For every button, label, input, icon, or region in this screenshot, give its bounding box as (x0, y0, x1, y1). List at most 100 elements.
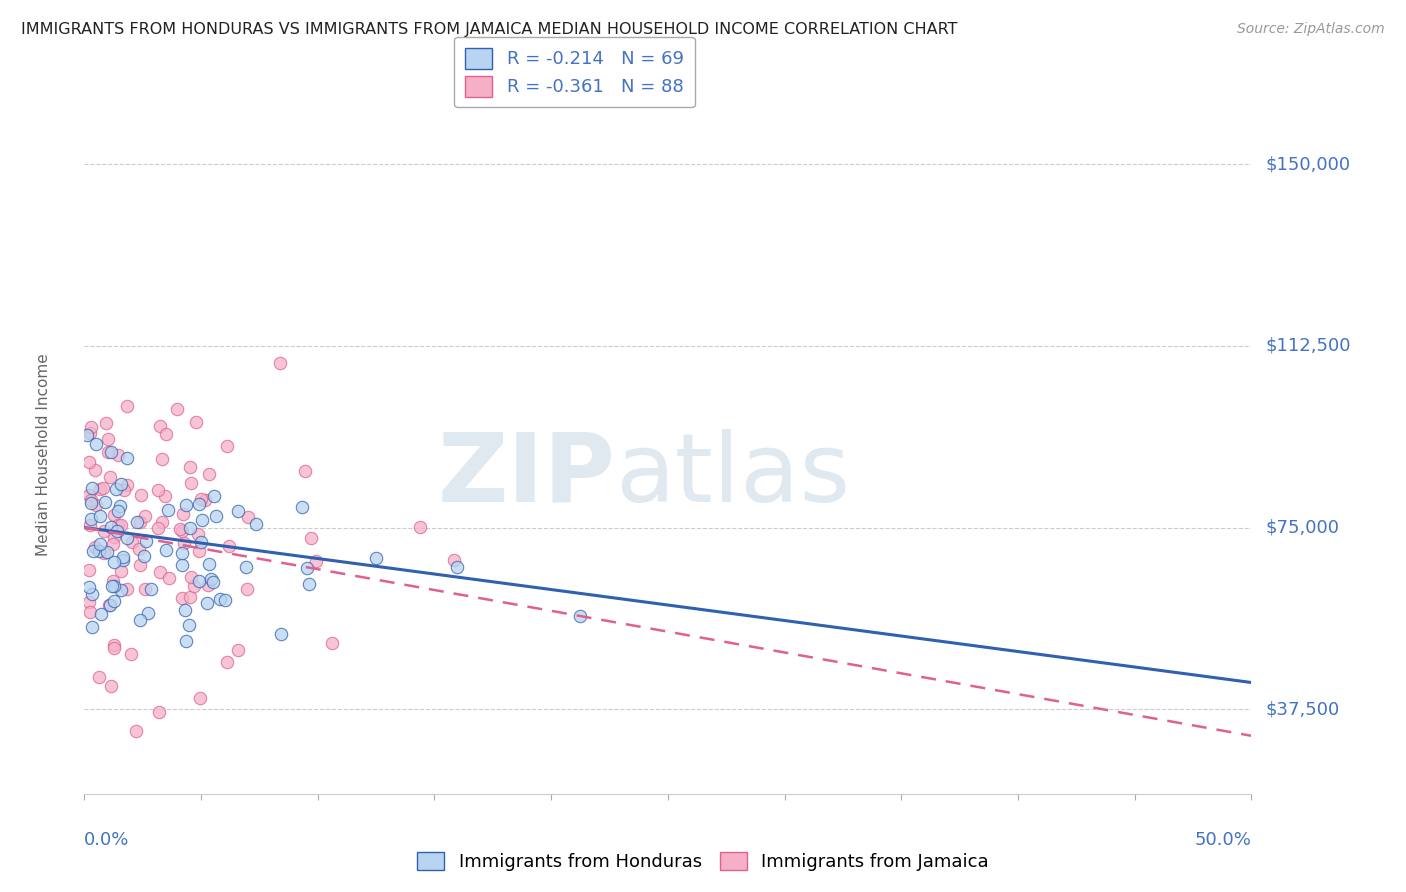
Point (174, 634, 197, 648)
Point (364, 551, 387, 566)
Point (149, 418, 172, 433)
Point (270, 626, 292, 640)
Point (100, 679, 122, 693)
Point (112, 550, 135, 565)
Point (77, 455, 100, 469)
Point (226, 504, 249, 518)
Point (188, 574, 211, 589)
Point (129, 515, 152, 529)
Point (121, 535, 143, 549)
Point (79, 426, 101, 441)
Point (101, 536, 124, 550)
Point (179, 521, 201, 535)
Point (83, 540, 105, 554)
Point (153, 489, 176, 503)
Point (446, 559, 468, 574)
Point (87, 670, 110, 684)
Point (172, 507, 194, 521)
Point (226, 643, 249, 657)
Text: Source: ZipAtlas.com: Source: ZipAtlas.com (1237, 22, 1385, 37)
Legend: Immigrants from Honduras, Immigrants from Jamaica: Immigrants from Honduras, Immigrants fro… (409, 845, 997, 879)
Point (111, 553, 134, 567)
Point (184, 415, 207, 429)
Text: 0.0%: 0.0% (84, 831, 129, 849)
Point (125, 515, 148, 529)
Point (96, 545, 118, 559)
Point (150, 516, 173, 530)
Point (93, 524, 115, 538)
Point (134, 582, 156, 596)
Point (236, 582, 259, 596)
Point (238, 510, 260, 524)
Point (107, 448, 129, 462)
Point (208, 592, 231, 607)
Point (110, 583, 132, 598)
Point (79, 605, 101, 619)
Point (569, 609, 592, 624)
Point (103, 640, 125, 655)
Point (103, 530, 125, 544)
Point (139, 582, 162, 596)
Point (190, 535, 212, 549)
Point (91, 481, 114, 495)
Point (80, 512, 103, 526)
Point (134, 549, 156, 564)
Point (294, 464, 316, 478)
Point (115, 399, 138, 413)
Point (107, 518, 129, 533)
Point (194, 492, 217, 507)
Point (191, 513, 214, 527)
Point (129, 558, 152, 572)
Point (214, 593, 236, 607)
Point (169, 522, 191, 536)
Point (80, 492, 103, 507)
Point (110, 564, 132, 578)
Point (150, 452, 173, 467)
Point (89, 509, 111, 524)
Point (195, 596, 218, 610)
Point (83, 463, 105, 477)
Point (217, 439, 239, 453)
Point (188, 543, 211, 558)
Point (77, 595, 100, 609)
Point (100, 520, 122, 534)
Point (134, 508, 156, 523)
Point (183, 579, 205, 593)
Point (295, 561, 318, 575)
Text: $112,500: $112,500 (1265, 337, 1351, 355)
Point (93, 546, 115, 560)
Point (101, 574, 124, 588)
Point (197, 467, 219, 481)
Point (409, 520, 432, 534)
Point (166, 401, 188, 416)
Point (170, 558, 193, 573)
Text: ZIP: ZIP (437, 429, 616, 522)
Point (103, 555, 125, 569)
Point (170, 546, 193, 560)
Point (90, 607, 112, 621)
Point (180, 476, 202, 491)
Point (103, 579, 125, 593)
Legend: R = -0.214   N = 69, R = -0.361   N = 88: R = -0.214 N = 69, R = -0.361 N = 88 (454, 37, 695, 107)
Point (149, 565, 172, 579)
Point (174, 498, 197, 512)
Point (79, 517, 101, 532)
Point (86, 437, 108, 451)
Point (100, 445, 122, 459)
Point (187, 497, 209, 511)
Point (179, 618, 201, 632)
Point (82, 544, 104, 558)
Point (94, 495, 117, 509)
Point (82, 587, 104, 601)
Point (188, 690, 211, 705)
Point (170, 591, 193, 606)
Point (187, 526, 209, 541)
Point (98, 470, 121, 484)
Point (200, 572, 222, 586)
Point (115, 531, 138, 545)
Point (115, 582, 138, 596)
Point (98, 598, 121, 612)
Point (103, 594, 125, 608)
Point (80, 420, 103, 434)
Point (205, 509, 228, 524)
